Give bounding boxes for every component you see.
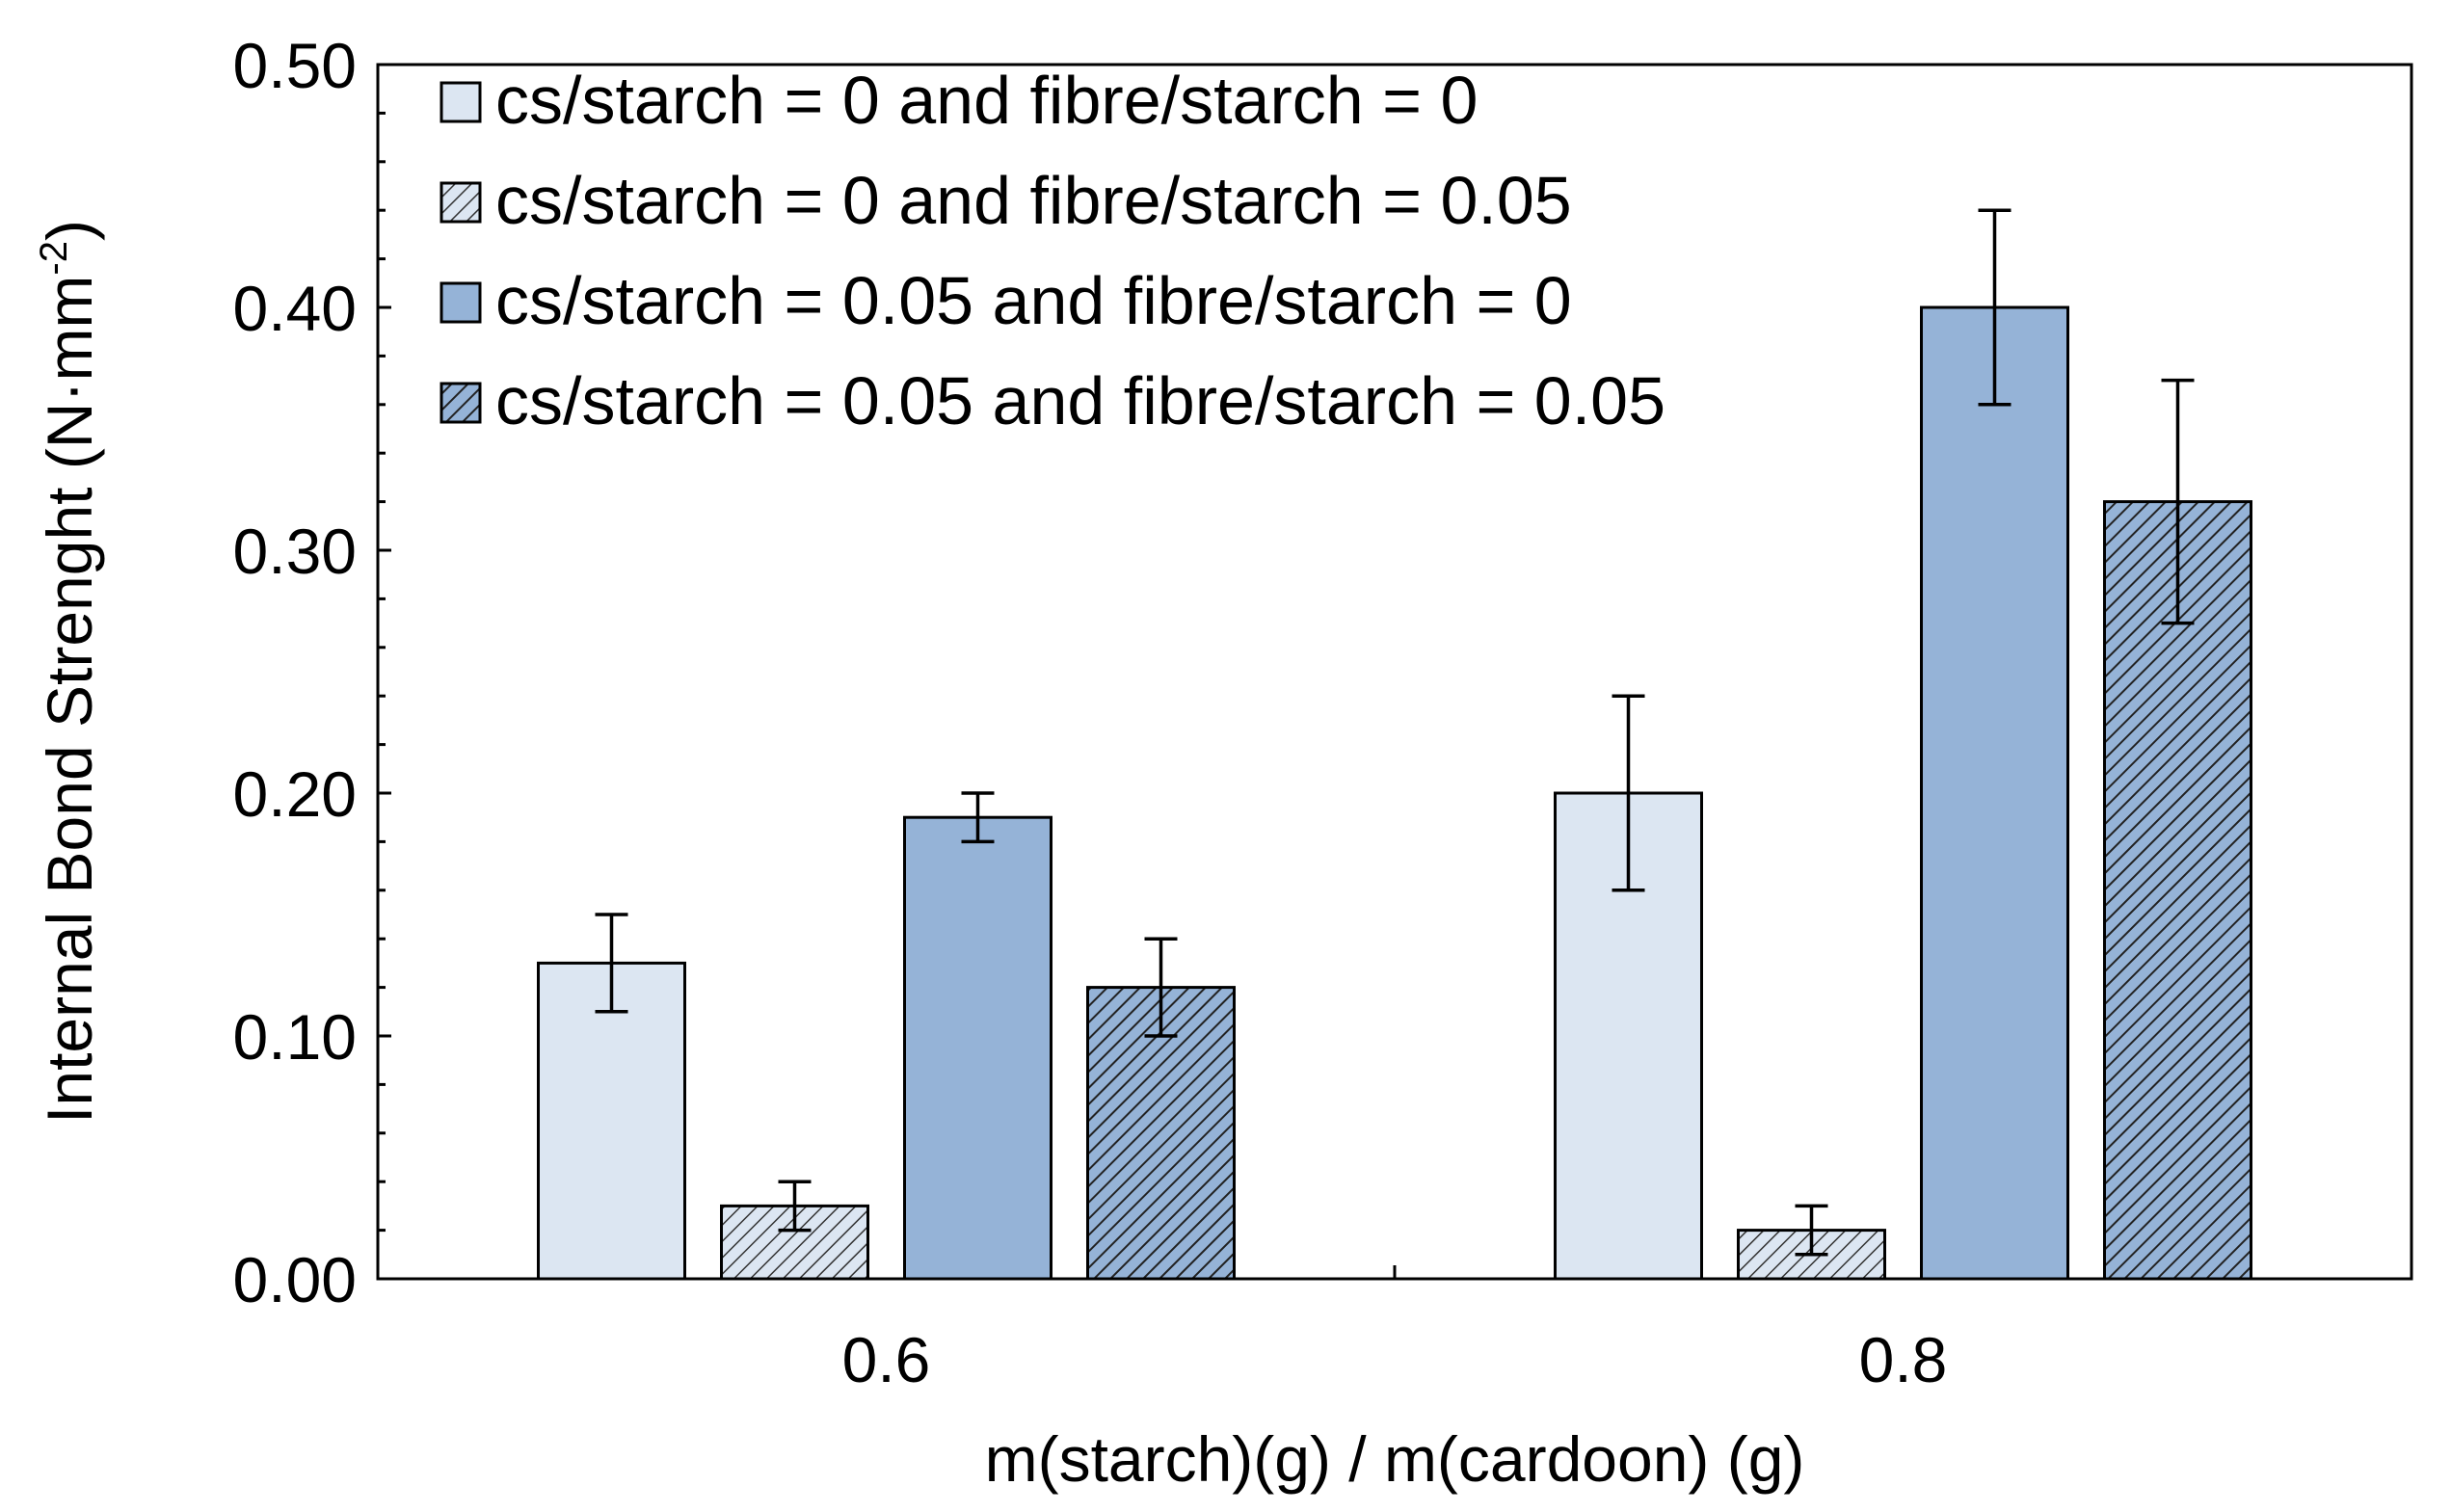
- legend-label: cs/starch = 0.05 and fibre/starch = 0: [495, 263, 1572, 338]
- y-axis-title-superscript: -2: [33, 241, 75, 276]
- y-tick-label: 0.20: [233, 758, 357, 830]
- x-tick-label: 0.8: [1859, 1324, 1948, 1395]
- y-tick-label: 0.00: [233, 1244, 357, 1315]
- error-bars-group: [595, 208, 2195, 1257]
- y-axis-title: Internal Bond Strenght (N·mm-2): [33, 220, 105, 1124]
- legend-label: cs/starch = 0 and fibre/starch = 0.05: [495, 163, 1572, 238]
- x-tick-label: 0.6: [842, 1324, 931, 1395]
- legend-label: cs/starch = 0.05 and fibre/starch = 0.05: [495, 363, 1665, 438]
- legend: cs/starch = 0 and fibre/starch = 0 cs/sta…: [440, 63, 1665, 438]
- legend-swatch: [440, 81, 482, 123]
- x-axis-title: m(starch)(g) / m(cardoon) (g): [985, 1423, 1805, 1495]
- y-tick-label: 0.50: [233, 30, 357, 101]
- legend-swatch: [440, 382, 482, 424]
- bar: [2103, 500, 2252, 1281]
- y-tick-label: 0.40: [233, 273, 357, 344]
- legend-swatch: [440, 281, 482, 324]
- bar: [903, 815, 1052, 1281]
- y-tick-label: 0.10: [233, 1001, 357, 1073]
- legend-swatch: [440, 181, 482, 224]
- y-axis-title-main: Internal Bond Strenght (N·mm: [34, 276, 105, 1124]
- x-axis: 0.6 0.8: [842, 1265, 1948, 1395]
- y-tick-label: 0.30: [233, 516, 357, 587]
- y-axis: 0.00 0.10 0.20 0.30 0.40 0.50: [233, 30, 391, 1315]
- bars-group: [537, 305, 2252, 1281]
- bar: [1920, 305, 2069, 1281]
- bar: [537, 961, 686, 1281]
- legend-label: cs/starch = 0 and fibre/starch = 0: [495, 63, 1478, 138]
- y-axis-title-close: ): [34, 220, 105, 241]
